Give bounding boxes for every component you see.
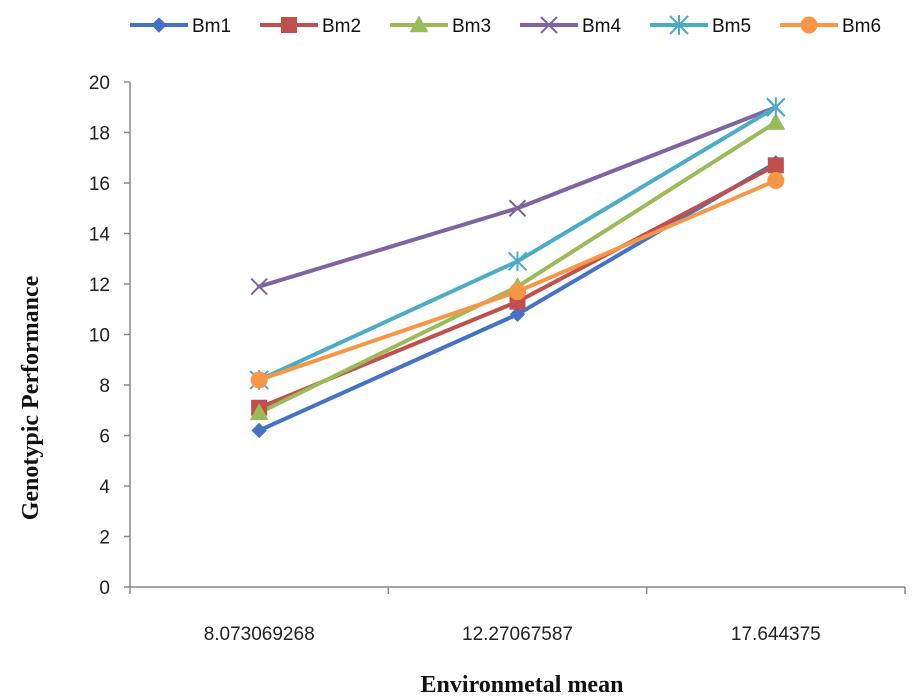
data-point-bm5 xyxy=(507,251,528,272)
legend-label: Bm3 xyxy=(452,16,491,37)
data-point-bm4 xyxy=(508,199,527,217)
data-point-bm4-stroke xyxy=(508,199,527,217)
data-point-bm4 xyxy=(250,277,268,296)
legend-item-bm5: Bm5 xyxy=(650,15,751,37)
data-point-bm3 xyxy=(249,403,269,421)
legend-marker xyxy=(669,15,689,35)
legend-item-bm2: Bm2 xyxy=(260,16,361,37)
series-markers xyxy=(249,97,786,439)
y-tick-label: 20 xyxy=(89,73,110,94)
x-axis: 8.073069268 12.27067587 17.644375 xyxy=(129,586,906,645)
y-tick-label: 4 xyxy=(99,477,110,498)
y-axis: 0 2 4 6 8 10 12 14 16 18 20 xyxy=(89,73,131,599)
x-tick-label: 17.644375 xyxy=(731,624,821,645)
x-tick-label: 12.27067587 xyxy=(462,624,573,645)
legend-label: Bm4 xyxy=(582,16,622,37)
legend-label: Bm2 xyxy=(322,16,361,37)
legend-marker xyxy=(409,15,429,33)
legend-marker xyxy=(281,17,297,33)
y-tick-label: 8 xyxy=(99,376,110,397)
legend-marker xyxy=(151,17,167,33)
data-point-bm6 xyxy=(509,283,526,301)
data-point-bm4-stroke xyxy=(250,277,268,296)
data-point-bm1 xyxy=(251,422,267,439)
x-tick-label: 8.073069268 xyxy=(204,624,315,645)
x-axis-title: Environmetal mean xyxy=(421,672,624,697)
data-point-bm5 xyxy=(766,97,786,118)
y-tick-label: 18 xyxy=(89,124,110,145)
data-point-bm2 xyxy=(767,157,784,174)
data-point-bm6 xyxy=(250,371,268,389)
data-point-bm6 xyxy=(767,171,785,189)
data-point-bm1 xyxy=(509,306,526,323)
y-axis-title: Genotypic Performance xyxy=(18,275,44,520)
legend-item-bm6: Bm6 xyxy=(780,16,881,37)
series-line-bm5 xyxy=(257,105,778,382)
legend-marker-stroke xyxy=(540,16,558,34)
legend-label: Bm5 xyxy=(712,16,751,37)
legend-marker xyxy=(800,16,818,34)
legend-item-bm4: Bm4 xyxy=(520,16,622,37)
y-tick-label: 14 xyxy=(89,225,111,246)
legend: Bm1 Bm2 Bm3 Bm4 Bm5 Bm6 xyxy=(130,15,881,37)
y-tick-label: 16 xyxy=(89,174,110,195)
y-tick-label: 0 xyxy=(99,578,110,599)
y-tick-label: 10 xyxy=(89,326,110,347)
legend-label: Bm1 xyxy=(192,16,231,37)
legend-label: Bm6 xyxy=(842,16,881,37)
y-tick-label: 12 xyxy=(89,275,110,296)
data-point-bm3 xyxy=(766,112,786,130)
y-tick-label: 6 xyxy=(99,427,110,448)
legend-item-bm1: Bm1 xyxy=(130,16,231,37)
legend-marker xyxy=(540,16,558,34)
legend-item-bm3: Bm3 xyxy=(390,15,491,37)
y-tick-label: 2 xyxy=(99,528,110,549)
